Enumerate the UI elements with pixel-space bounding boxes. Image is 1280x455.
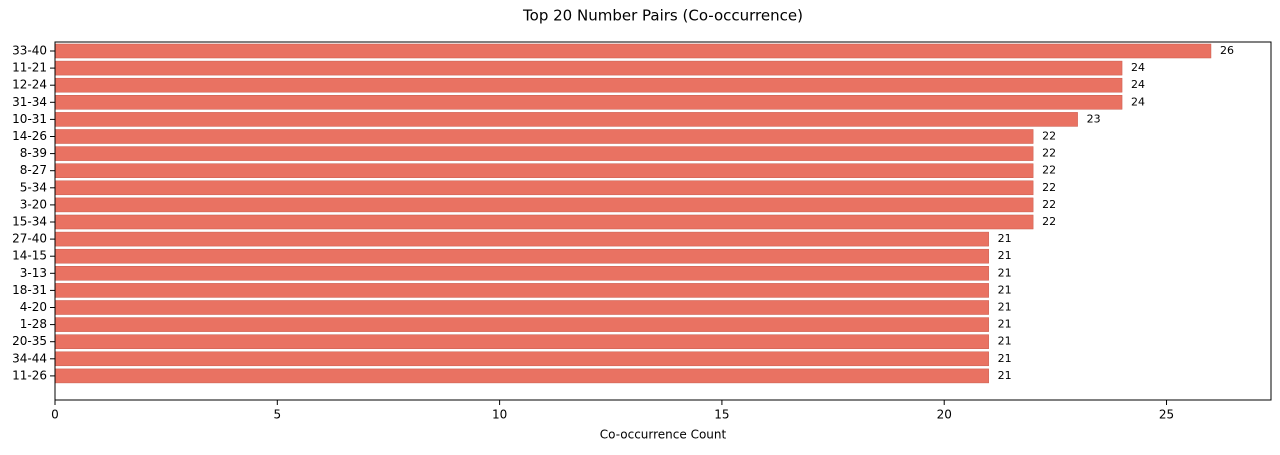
value-label: 21	[998, 301, 1012, 314]
value-label: 26	[1220, 44, 1234, 57]
bar	[54, 95, 1123, 110]
bar	[54, 300, 989, 315]
value-label: 21	[998, 249, 1012, 262]
x-tick-label: 0	[51, 408, 59, 422]
bar	[54, 43, 1212, 59]
plot-frame	[54, 41, 1272, 401]
x-tick-label: 20	[937, 408, 952, 422]
bar	[54, 112, 1078, 127]
y-tick-label: 3-13	[20, 266, 47, 280]
x-axis-label: Co-occurrence Count	[600, 428, 727, 442]
value-label: 22	[1042, 130, 1056, 143]
value-label: 21	[998, 335, 1012, 348]
y-tick-label: 5-34	[20, 180, 47, 194]
y-tick-label: 8-27	[20, 163, 47, 177]
y-tick-label: 4-20	[20, 300, 47, 314]
bar	[54, 197, 1034, 213]
value-label: 23	[1087, 112, 1101, 125]
value-label: 22	[1042, 164, 1056, 177]
value-label: 21	[998, 352, 1012, 365]
chart-title: Top 20 Number Pairs (Co-occurrence)	[522, 7, 803, 25]
value-label: 21	[998, 318, 1012, 331]
bar	[54, 180, 1034, 196]
bar	[54, 129, 1034, 144]
y-tick-label: 14-15	[12, 249, 47, 263]
y-tick-label: 27-40	[12, 232, 47, 246]
y-tick-label: 20-35	[12, 334, 47, 348]
value-label: 24	[1131, 78, 1145, 91]
y-tick-label: 14-26	[12, 129, 47, 143]
x-tick-label: 10	[492, 408, 507, 422]
y-tick-label: 12-24	[12, 78, 47, 92]
y-tick-label: 18-31	[12, 283, 47, 297]
value-label: 21	[998, 369, 1012, 382]
y-tick-label: 34-44	[12, 351, 47, 365]
y-tick-label: 10-31	[12, 112, 47, 126]
y-tick-label: 8-39	[20, 146, 47, 160]
bar	[54, 163, 1034, 178]
y-tick-label: 33-40	[12, 44, 47, 58]
bar	[54, 283, 989, 298]
bar	[54, 60, 1123, 76]
x-tick-label: 5	[273, 408, 281, 422]
value-label: 21	[998, 283, 1012, 296]
y-tick-label: 1-28	[20, 317, 47, 331]
y-tick-label: 3-20	[20, 197, 47, 211]
value-label: 22	[1042, 215, 1056, 228]
bar	[54, 146, 1034, 161]
x-tick-label: 15	[714, 408, 729, 422]
value-label: 22	[1042, 181, 1056, 194]
value-label: 22	[1042, 147, 1056, 160]
value-label: 21	[998, 266, 1012, 279]
bar	[54, 368, 989, 384]
bar	[54, 266, 989, 281]
y-tick-label: 11-21	[12, 61, 47, 75]
bar	[54, 351, 989, 367]
bar	[54, 214, 1034, 230]
bar	[54, 317, 989, 332]
x-tick-label: 25	[1159, 408, 1174, 422]
y-tick-label: 31-34	[12, 95, 47, 109]
bar	[54, 231, 989, 247]
value-label: 24	[1131, 95, 1145, 108]
value-label: 22	[1042, 198, 1056, 211]
y-tick-label: 11-26	[12, 368, 47, 382]
bar	[54, 248, 989, 264]
value-label: 21	[998, 232, 1012, 245]
value-label: 24	[1131, 61, 1145, 74]
bar	[54, 334, 989, 349]
bar	[54, 77, 1123, 93]
y-tick-label: 15-34	[12, 215, 47, 229]
